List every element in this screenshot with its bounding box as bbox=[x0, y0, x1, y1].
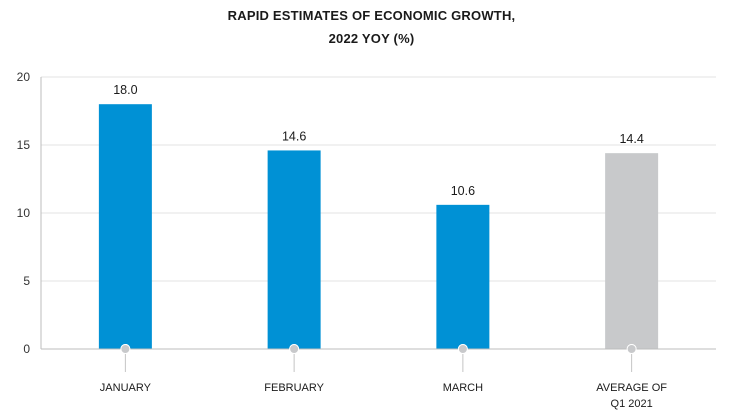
y-tick-label: 10 bbox=[17, 206, 31, 220]
y-tick-label: 5 bbox=[23, 274, 30, 288]
bar bbox=[436, 204, 490, 349]
data-label: 18.0 bbox=[113, 83, 137, 97]
data-label: 14.6 bbox=[282, 129, 306, 143]
x-category-label: Q1 2021 bbox=[611, 398, 653, 410]
chart-title-line-1: RAPID ESTIMATES OF ECONOMIC GROWTH, bbox=[227, 8, 516, 23]
y-tick-label: 20 bbox=[17, 70, 31, 84]
x-category-label: FEBRUARY bbox=[264, 382, 324, 394]
x-category-label: JANUARY bbox=[100, 382, 152, 394]
y-tick-label: 0 bbox=[23, 342, 30, 356]
category-marker-dot bbox=[457, 344, 468, 354]
data-label: 10.6 bbox=[451, 184, 475, 198]
bar bbox=[267, 150, 321, 349]
bar bbox=[605, 153, 659, 349]
category-marker-dot bbox=[289, 344, 300, 354]
x-category-label: MARCH bbox=[443, 382, 483, 394]
category-marker-dot bbox=[626, 344, 637, 354]
data-label: 14.4 bbox=[619, 132, 643, 146]
x-category-label: AVERAGE OF bbox=[596, 382, 667, 394]
y-tick-label: 15 bbox=[17, 138, 31, 152]
category-marker-dot bbox=[120, 344, 131, 354]
bar bbox=[98, 104, 152, 349]
chart-title-line-2: 2022 YOY (%) bbox=[328, 31, 415, 46]
